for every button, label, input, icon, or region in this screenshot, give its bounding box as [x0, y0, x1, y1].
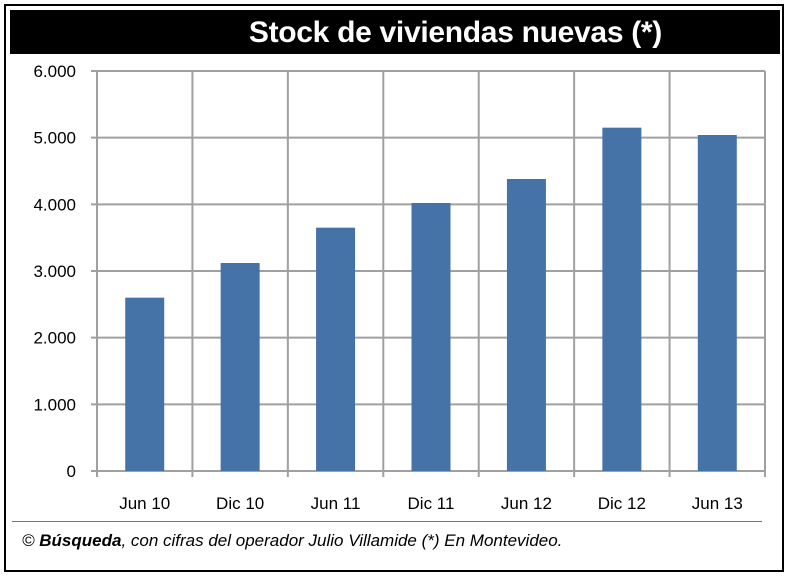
y-tick-label: 2.000 — [33, 329, 76, 348]
bar — [697, 135, 737, 471]
bar — [220, 263, 260, 471]
footer-divider — [12, 521, 762, 522]
source-name: Búsqueda — [39, 531, 122, 550]
chart-frame — [4, 4, 784, 572]
y-tick-label: 3.000 — [33, 262, 76, 281]
x-tick-label: Jun 12 — [501, 494, 552, 513]
bar — [411, 203, 451, 471]
source-note: © Búsqueda, con cifras del operador Juli… — [22, 531, 562, 551]
x-tick-label: Jun 10 — [119, 494, 170, 513]
x-tick-label: Dic 11 — [408, 494, 455, 513]
source-text: , con cifras del operador Julio Villamid… — [121, 531, 563, 550]
x-tick-label: Jun 13 — [692, 494, 743, 513]
chart-title: Stock de viviendas nuevas (*) — [248, 16, 662, 49]
y-axis-ticks: 0 1.000 2.000 3.000 4.000 5.000 6.000 — [33, 62, 76, 481]
y-tick-label: 1.000 — [33, 395, 76, 414]
bar — [506, 179, 546, 471]
bar — [125, 297, 165, 471]
x-tick-label: Dic 10 — [216, 494, 264, 513]
x-tick-label: Dic 12 — [598, 494, 646, 513]
y-tick-label: 4.000 — [33, 195, 76, 214]
title-bar: Stock de viviendas nuevas (*) — [10, 10, 780, 54]
y-tick-label: 5.000 — [33, 129, 76, 148]
bar — [316, 227, 356, 471]
y-tick-label: 6.000 — [33, 62, 76, 81]
copyright-prefix: © — [22, 531, 40, 550]
x-axis-ticks: Jun 10 Dic 10 Jun 11 Dic 11 Jun 12 Dic 12 Jun … — [119, 494, 743, 513]
bar — [602, 127, 642, 472]
bars — [125, 127, 737, 472]
x-tick-label: Jun 11 — [311, 494, 361, 513]
y-tick-label: 0 — [67, 462, 76, 481]
